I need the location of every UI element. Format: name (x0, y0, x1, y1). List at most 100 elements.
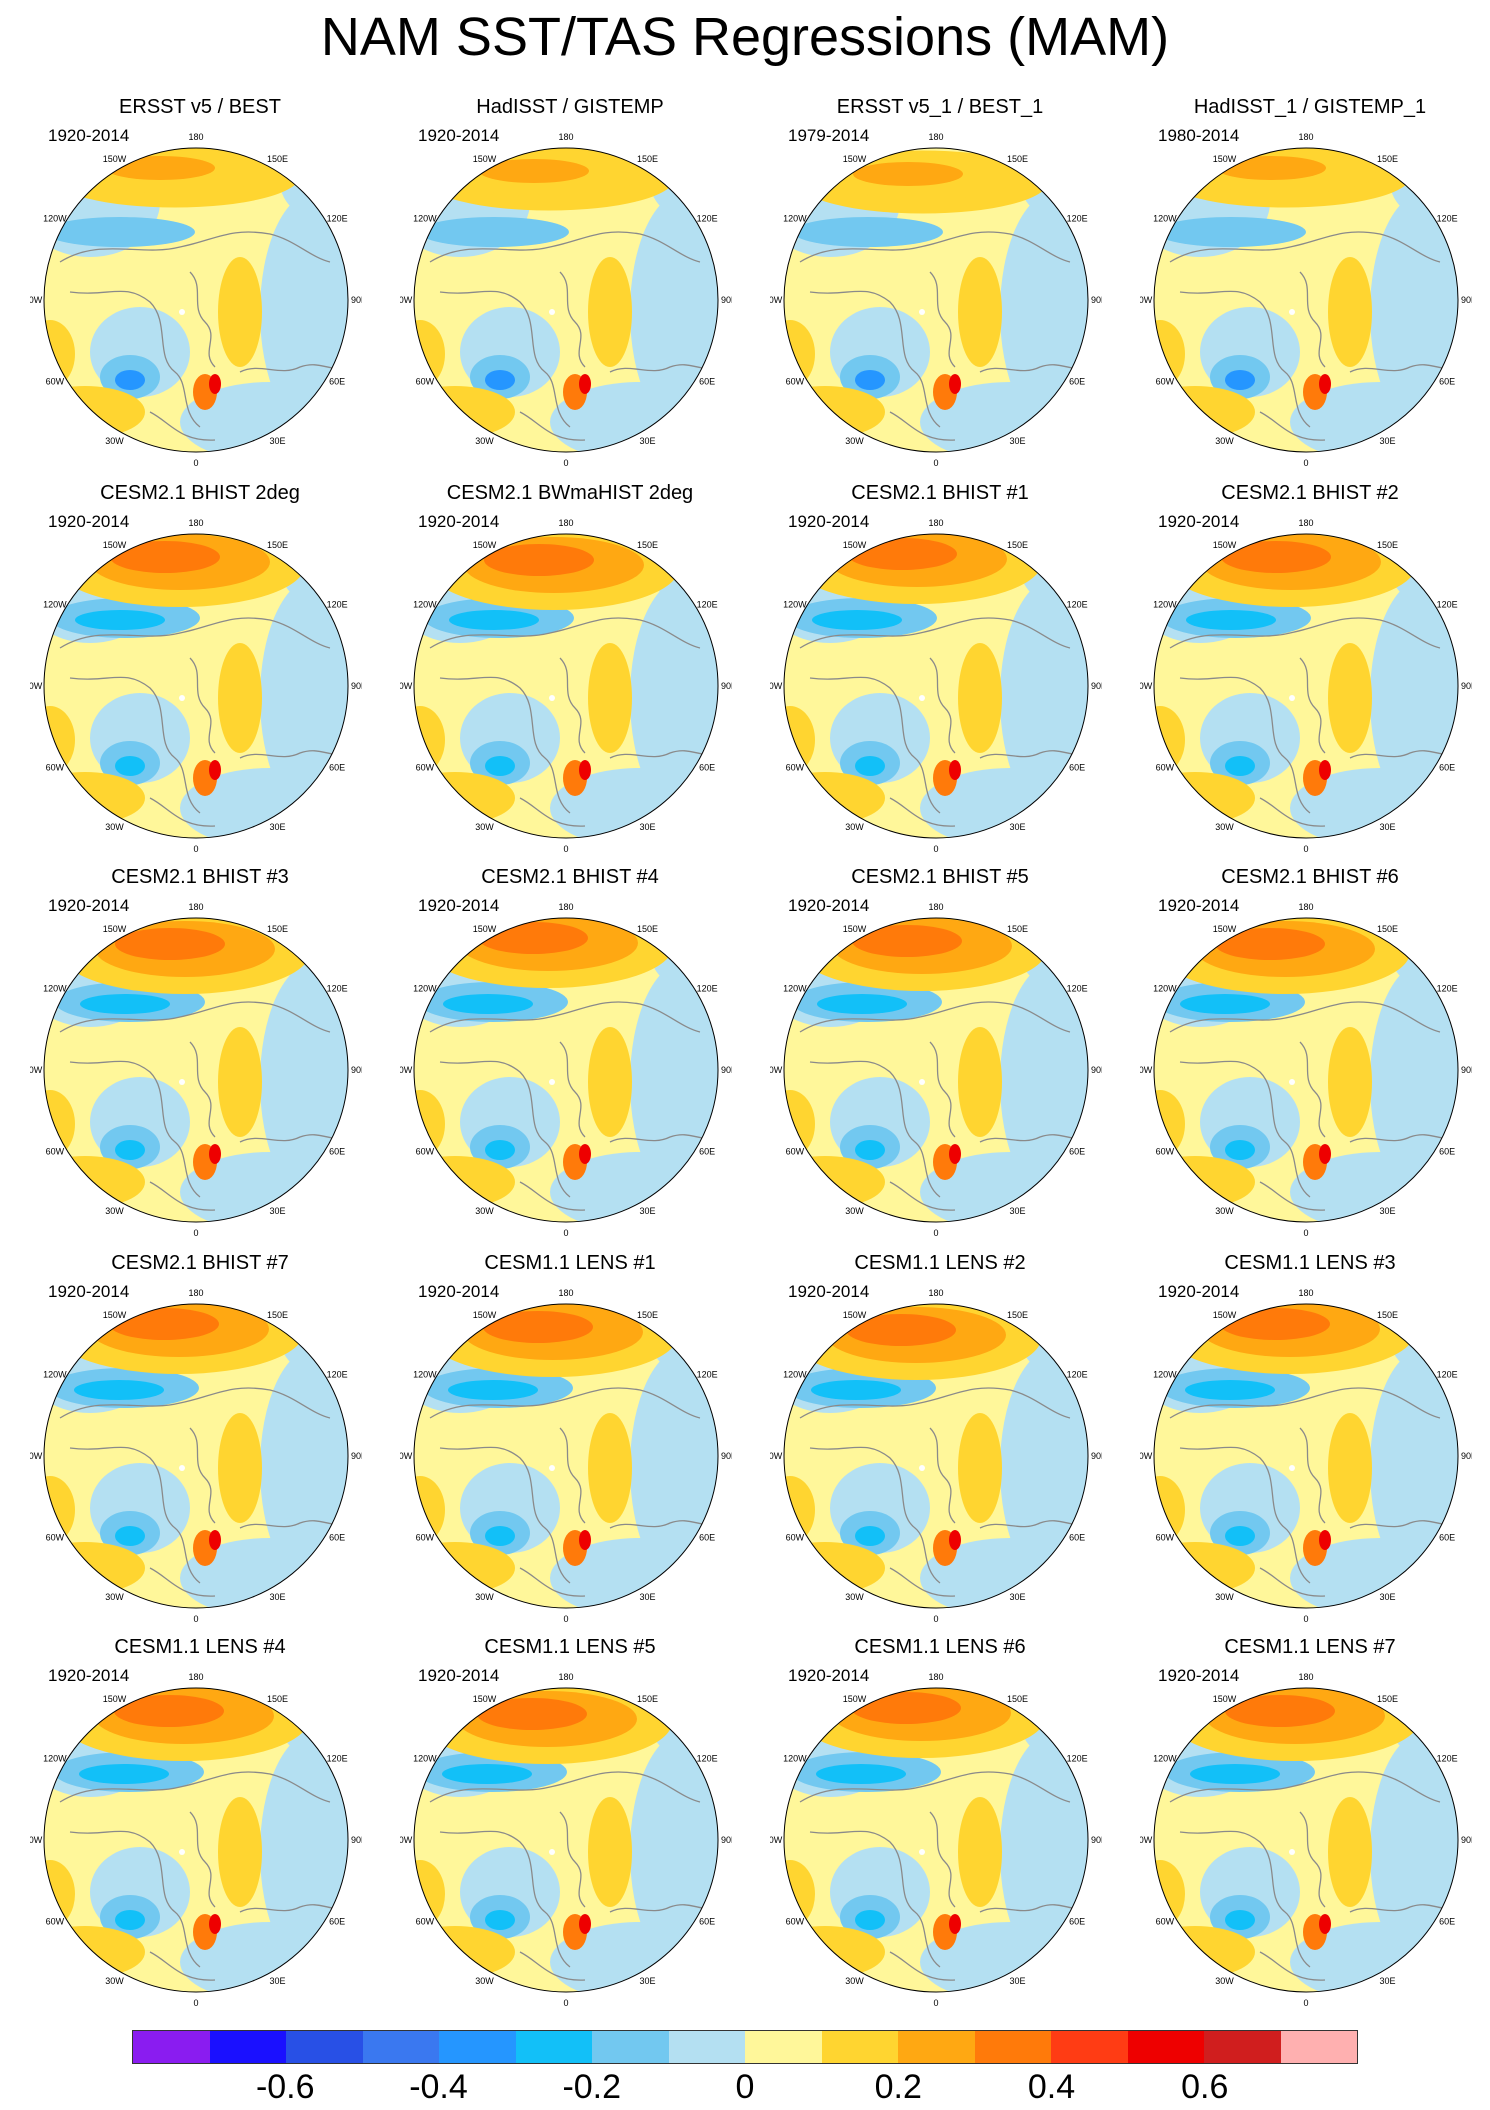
polar-map: 180 150E 120E 90E 60E 30E 0 30W 60W 90W 120W 150W (400, 518, 732, 854)
longitude-label: 180 (188, 1288, 203, 1298)
longitude-label: 120E (1067, 600, 1088, 610)
panel-title: CESM2.1 BWmaHIST 2deg (446, 482, 694, 504)
longitude-label: 120E (1437, 1754, 1458, 1764)
longitude-label: 150E (1377, 154, 1398, 164)
longitude-label: 120E (327, 1370, 348, 1380)
longitude-label: 90W (400, 681, 413, 691)
panel-title: CESM1.1 LENS #4 (114, 1636, 286, 1658)
longitude-label: 30E (1379, 436, 1395, 446)
colorbar-swatch (592, 2031, 669, 2063)
longitude-label: 60E (1069, 377, 1085, 387)
panel-title: CESM1.1 LENS #7 (1224, 1636, 1396, 1658)
panel-period: 1920-2014 (1158, 1282, 1240, 1301)
longitude-label: 120W (1153, 1370, 1177, 1380)
colorbar-swatch (286, 2031, 363, 2063)
longitude-label: 0 (1303, 1614, 1308, 1624)
longitude-label: 60W (46, 1917, 65, 1927)
longitude-label: 30W (1215, 822, 1234, 832)
polar-map: 180 150E 120E 90E 60E 30E 0 30W 60W 90W 120W 150W (770, 518, 1102, 854)
longitude-label: 30W (475, 436, 494, 446)
colorbar-swatch (1127, 2031, 1204, 2063)
panel-title: CESM1.1 LENS #5 (484, 1636, 656, 1658)
longitude-label: 150W (473, 540, 497, 550)
longitude-label: 90W (30, 681, 43, 691)
longitude-label: 30E (639, 1976, 655, 1986)
longitude-label: 30E (1379, 1206, 1395, 1216)
longitude-label: 30E (269, 1206, 285, 1216)
longitude-label: 90W (1140, 295, 1153, 305)
map-panel: HadISST / GISTEMP 1920-2014 180 150E 120E 90E… (400, 96, 740, 468)
longitude-label: 30W (1215, 1592, 1234, 1602)
longitude-label: 120W (783, 214, 807, 224)
longitude-label: 0 (193, 1228, 198, 1238)
colorbar-tick-label: 0.6 (1181, 2068, 1229, 2106)
map-panel: CESM2.1 BHIST #2 1920-2014 180 150E 120E 90E 6… (1140, 482, 1480, 854)
polar-map: 180 150E 120E 90E 60E 30E 0 30W 60W 90W 120W 150W (30, 1288, 362, 1624)
panel-period: 1920-2014 (1158, 1666, 1240, 1685)
longitude-label: 60W (46, 1533, 65, 1543)
longitude-label: 90W (30, 295, 43, 305)
panel-period: 1979-2014 (788, 126, 870, 145)
colorbar-swatch (1051, 2031, 1128, 2063)
longitude-label: 90W (30, 1835, 43, 1845)
colorbar (132, 2030, 1358, 2064)
panel-title: ERSST v5 / BEST (119, 96, 281, 118)
longitude-label: 120W (413, 984, 437, 994)
longitude-label: 30W (475, 822, 494, 832)
longitude-label: 30W (105, 1976, 124, 1986)
longitude-label: 0 (933, 844, 938, 854)
longitude-label: 150W (1213, 1694, 1237, 1704)
longitude-label: 90W (770, 1065, 783, 1075)
longitude-label: 60E (329, 1533, 345, 1543)
figure-title: NAM SST/TAS Regressions (MAM) (320, 7, 1170, 67)
polar-map: 180 150E 120E 90E 60E 30E 0 30W 60W 90W 120W 150W (1140, 132, 1472, 468)
longitude-label: 120E (697, 1370, 718, 1380)
longitude-label: 30W (1215, 1976, 1234, 1986)
longitude-label: 60E (329, 377, 345, 387)
longitude-label: 120E (1437, 600, 1458, 610)
longitude-label: 30E (1009, 1976, 1025, 1986)
longitude-label: 180 (1298, 132, 1313, 142)
longitude-label: 90W (1140, 1065, 1153, 1075)
longitude-label: 90W (30, 1065, 43, 1075)
map-panel: HadISST_1 / GISTEMP_1 1980-2014 180 150E 120… (1140, 96, 1480, 468)
panel-period: 1920-2014 (788, 896, 870, 915)
longitude-label: 120W (1153, 214, 1177, 224)
longitude-label: 0 (933, 1228, 938, 1238)
longitude-label: 30E (639, 822, 655, 832)
longitude-label: 60W (416, 377, 435, 387)
longitude-label: 150E (637, 154, 658, 164)
longitude-label: 60E (1439, 1147, 1455, 1157)
longitude-label: 60W (1156, 1147, 1175, 1157)
longitude-label: 120W (43, 600, 67, 610)
longitude-label: 30W (845, 1206, 864, 1216)
longitude-label: 60E (1069, 1147, 1085, 1157)
polar-map: 180 150E 120E 90E 60E 30E 0 30W 60W 90W 120W 150W (1140, 1288, 1472, 1624)
map-panel: CESM1.1 LENS #4 1920-2014 180 150E 120E 90E 60… (30, 1636, 370, 2008)
polar-map: 180 150E 120E 90E 60E 30E 0 30W 60W 90W 120W 150W (400, 132, 732, 468)
panel-title: CESM2.1 BHIST #6 (1221, 866, 1399, 888)
longitude-label: 60W (786, 1917, 805, 1927)
longitude-label: 180 (558, 1288, 573, 1298)
panel-title: CESM2.1 BHIST #1 (851, 482, 1029, 504)
longitude-label: 90E (1091, 1451, 1102, 1461)
longitude-label: 90E (1461, 1451, 1472, 1461)
longitude-label: 120E (1067, 1754, 1088, 1764)
longitude-label: 60E (1069, 763, 1085, 773)
longitude-label: 30E (639, 1206, 655, 1216)
colorbar-swatch (898, 2031, 975, 2063)
longitude-label: 150W (103, 1694, 127, 1704)
longitude-label: 0 (1303, 1998, 1308, 2008)
map-panel: CESM2.1 BHIST #4 1920-2014 180 150E 120E 90E 6… (400, 866, 740, 1238)
panel-period: 1920-2014 (48, 896, 130, 915)
map-panel: CESM2.1 BWmaHIST 2deg 1920-2014 180 150E 120… (400, 482, 740, 854)
polar-map: 180 150E 120E 90E 60E 30E 0 30W 60W 90W 120W 150W (30, 518, 362, 854)
longitude-label: 60E (329, 1147, 345, 1157)
longitude-label: 0 (193, 844, 198, 854)
longitude-label: 0 (193, 1998, 198, 2008)
longitude-label: 120W (1153, 1754, 1177, 1764)
polar-map: 180 150E 120E 90E 60E 30E 0 30W 60W 90W 120W 150W (1140, 518, 1472, 854)
longitude-label: 120E (697, 600, 718, 610)
panel-title: HadISST / GISTEMP (476, 96, 664, 118)
longitude-label: 90W (770, 1451, 783, 1461)
